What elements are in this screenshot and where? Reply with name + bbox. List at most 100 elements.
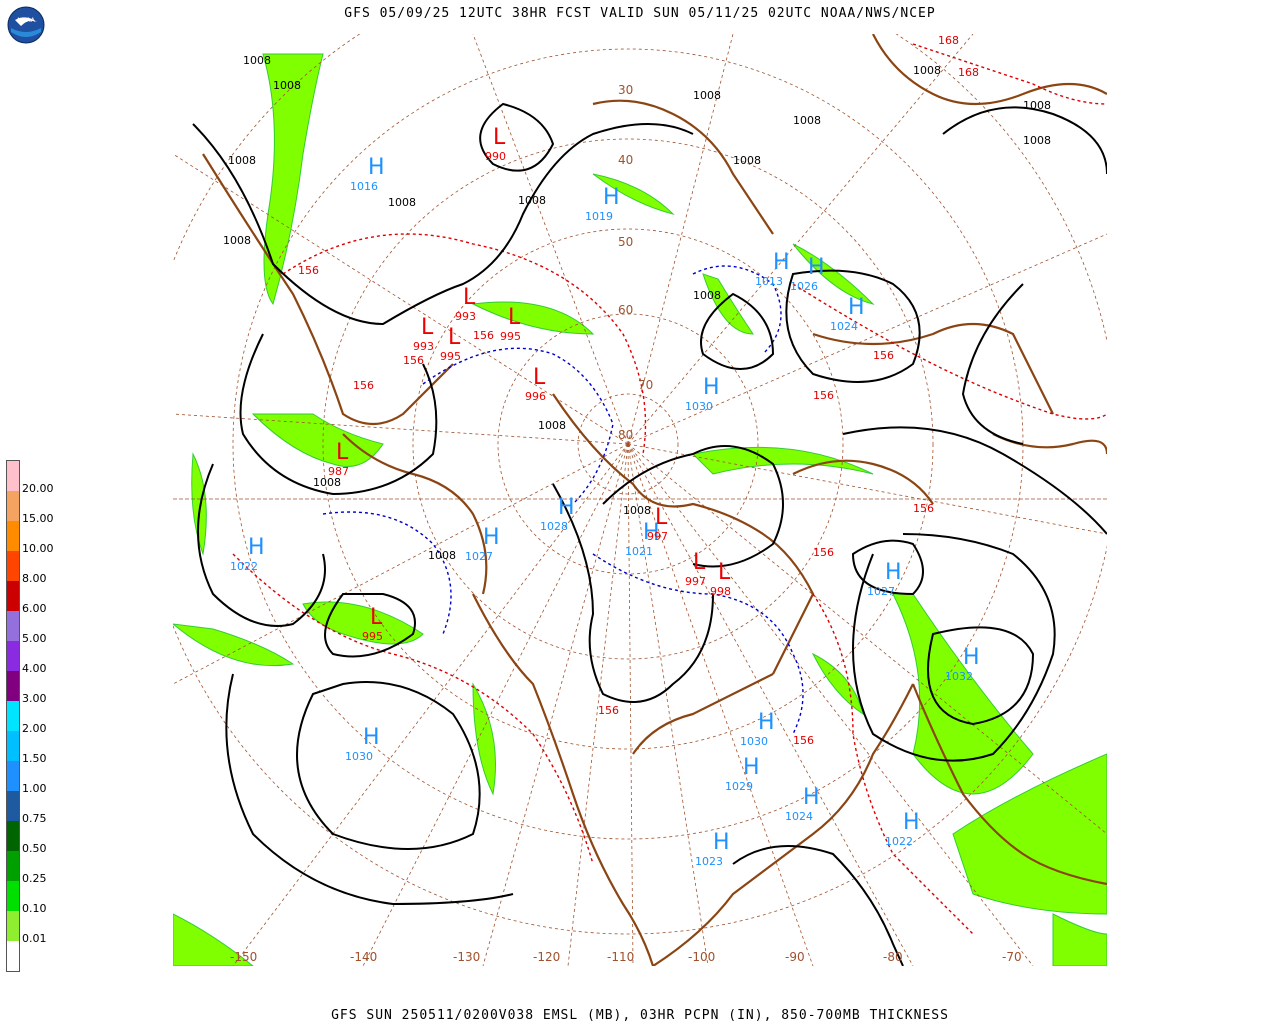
- isobar-value: 1008: [243, 54, 271, 67]
- legend-swatch: [7, 791, 19, 821]
- high-value: 1026: [790, 280, 818, 293]
- isobar-value: 1008: [428, 549, 456, 562]
- legend-label: 3.00: [22, 692, 47, 705]
- lon-label: -120: [533, 950, 561, 964]
- isobar-value: 1008: [518, 194, 546, 207]
- chart-title: GFS 05/09/25 12UTC 38HR FCST VALID SUN 0…: [344, 6, 936, 21]
- thickness-value: 168: [938, 34, 959, 47]
- lat-label: 60: [618, 303, 633, 317]
- legend-label: 0.10: [22, 902, 47, 915]
- isobar-value: 1008: [1023, 99, 1051, 112]
- legend-label: 20.00: [22, 482, 54, 495]
- low-label: L: [493, 125, 506, 150]
- isobar-value: 1008: [313, 476, 341, 489]
- low-value: 993: [455, 310, 476, 323]
- isobar-value: 1008: [388, 196, 416, 209]
- low-value: 996: [525, 390, 546, 403]
- high-value: 1027: [465, 550, 493, 563]
- high-label: H: [773, 250, 790, 275]
- legend-label: 0.01: [22, 932, 47, 945]
- isobar-value: 1008: [273, 79, 301, 92]
- high-label: H: [885, 560, 902, 585]
- legend-label: 2.00: [22, 722, 47, 735]
- legend-swatch: [7, 641, 19, 671]
- legend-label: 0.75: [22, 812, 47, 825]
- legend-label: 0.50: [22, 842, 47, 855]
- high-value: 1019: [585, 210, 613, 223]
- low-value: 987: [328, 465, 349, 478]
- lon-label: -80: [883, 950, 903, 964]
- high-value: 1029: [725, 780, 753, 793]
- high-value: 1022: [885, 835, 913, 848]
- high-label: H: [558, 495, 575, 520]
- high-value: 1013: [755, 275, 783, 288]
- legend-swatch: [7, 671, 19, 701]
- high-value: 1028: [540, 520, 568, 533]
- low-value: 997: [685, 575, 706, 588]
- isobar-value: 1008: [733, 154, 761, 167]
- high-value: 1016: [350, 180, 378, 193]
- isobars: [192, 102, 1107, 966]
- isobar-value: 1008: [623, 504, 651, 517]
- coastlines: [202, 34, 1107, 966]
- thickness-value: 156: [598, 704, 619, 717]
- low-label: L: [421, 315, 434, 340]
- lat-lon-grid: [173, 34, 1107, 966]
- low-label: L: [448, 325, 461, 350]
- low-value: 990: [485, 150, 506, 163]
- high-label: H: [808, 255, 825, 280]
- legend-swatch: [7, 491, 19, 521]
- legend-swatch: [7, 851, 19, 881]
- legend-label: 6.00: [22, 602, 47, 615]
- lat-labels: 80 70 60 50 40 30: [618, 83, 653, 442]
- legend-label: 15.00: [22, 512, 54, 525]
- high-value: 1024: [785, 810, 813, 823]
- legend-label: 5.00: [22, 632, 47, 645]
- high-label: H: [363, 725, 380, 750]
- legend-label: 4.00: [22, 662, 47, 675]
- high-value: 1030: [740, 735, 768, 748]
- high-value: 1030: [685, 400, 713, 413]
- low-label: L: [655, 505, 668, 530]
- lon-label: -140: [350, 950, 378, 964]
- low-value: 995: [362, 630, 383, 643]
- lon-label: -130: [453, 950, 481, 964]
- high-label: H: [643, 520, 660, 545]
- high-value: 1024: [830, 320, 858, 333]
- legend-swatch: [7, 941, 19, 971]
- legend-label: 10.00: [22, 542, 54, 555]
- legend-swatch: [7, 701, 19, 731]
- legend-swatch: [7, 911, 19, 941]
- lat-label: 70: [638, 378, 653, 392]
- high-label: H: [483, 525, 500, 550]
- high-label: H: [703, 375, 720, 400]
- isobar-value: 1008: [693, 89, 721, 102]
- legend-swatch: [7, 761, 19, 791]
- high-value: 1021: [625, 545, 653, 558]
- thickness-value: 156: [813, 389, 834, 402]
- thickness-value: 168: [958, 66, 979, 79]
- legend-swatch: [7, 581, 19, 611]
- thickness-value: 156: [873, 349, 894, 362]
- high-label: H: [963, 645, 980, 670]
- high-label: H: [803, 785, 820, 810]
- isobar-value: 1008: [228, 154, 256, 167]
- lat-label: 40: [618, 153, 633, 167]
- low-value: 995: [500, 330, 521, 343]
- lon-label: -70: [1002, 950, 1022, 964]
- low-label: L: [508, 305, 521, 330]
- legend-swatch: [7, 611, 19, 641]
- lat-label: 50: [618, 235, 633, 249]
- thickness-contours: [232, 43, 1107, 935]
- lon-label: -90: [785, 950, 805, 964]
- high-label: H: [743, 755, 760, 780]
- high-value: 1032: [945, 670, 973, 683]
- lat-label: 30: [618, 83, 633, 97]
- legend-label: 1.50: [22, 752, 47, 765]
- high-label: H: [713, 830, 730, 855]
- high-label: H: [248, 535, 265, 560]
- thickness-value: 156: [793, 734, 814, 747]
- lon-label: -110: [607, 950, 635, 964]
